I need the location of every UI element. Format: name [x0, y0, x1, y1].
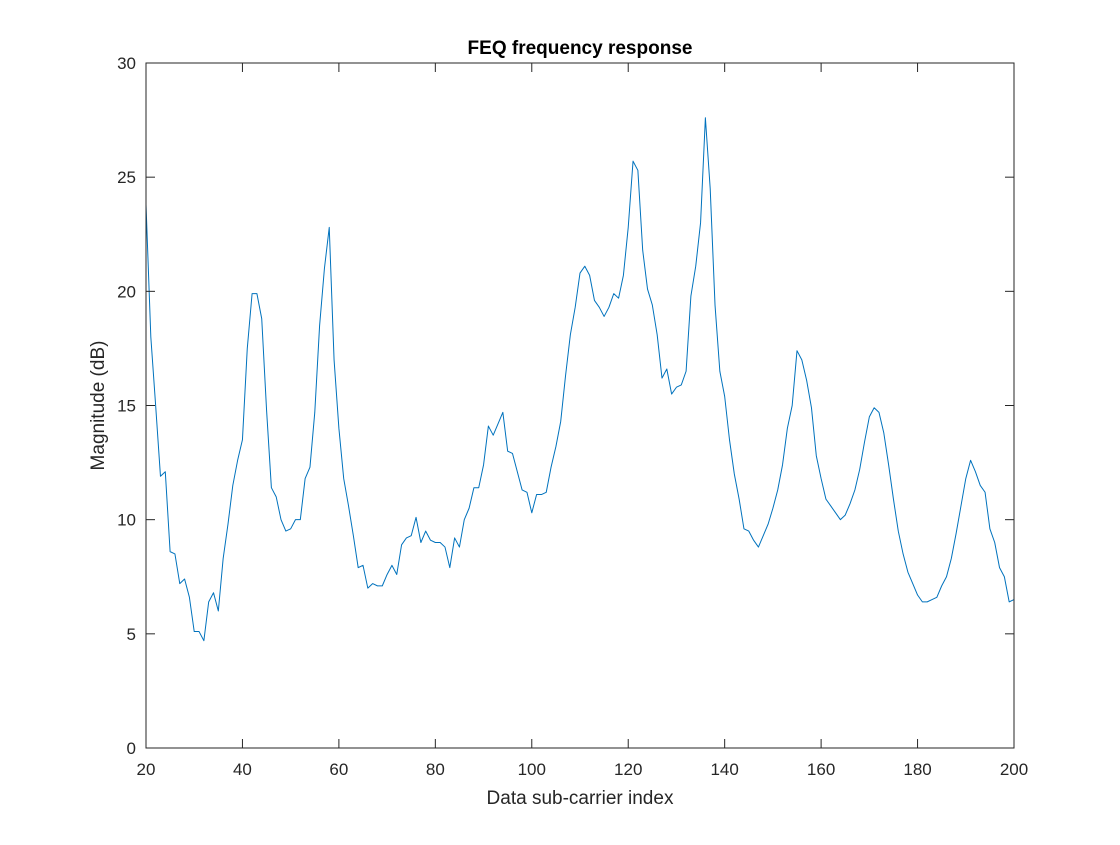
x-tick-label: 200: [1000, 760, 1028, 779]
y-tick-label: 20: [117, 282, 136, 301]
y-tick-label: 10: [117, 511, 136, 530]
x-tick-label: 120: [614, 760, 642, 779]
series-layer: [145, 117, 1015, 642]
x-tick-label: 160: [807, 760, 835, 779]
y-tick-label: 5: [127, 625, 136, 644]
x-tick-label: 20: [137, 760, 156, 779]
x-tick-label: 60: [329, 760, 348, 779]
y-tick-label: 15: [117, 397, 136, 416]
x-axis-label: Data sub-carrier index: [487, 788, 674, 809]
x-tick-label: 80: [426, 760, 445, 779]
plot-area: [146, 63, 1014, 748]
x-tick-label: 180: [903, 760, 931, 779]
x-tick-label: 100: [518, 760, 546, 779]
series-line-0: [145, 117, 1015, 642]
chart-title: FEQ frequency response: [468, 38, 693, 59]
x-ticks: 20 40 60 80 100 120 140 160 180 200: [137, 63, 1028, 779]
y-axis-label: Magnitude (dB): [88, 341, 109, 471]
x-tick-label: 40: [233, 760, 252, 779]
y-tick-label: 0: [127, 739, 136, 758]
y-tick-label: 25: [117, 168, 136, 187]
y-ticks: 0 5 10 15 20 25 30: [117, 54, 1014, 758]
x-tick-label: 140: [710, 760, 738, 779]
y-tick-label: 30: [117, 54, 136, 73]
